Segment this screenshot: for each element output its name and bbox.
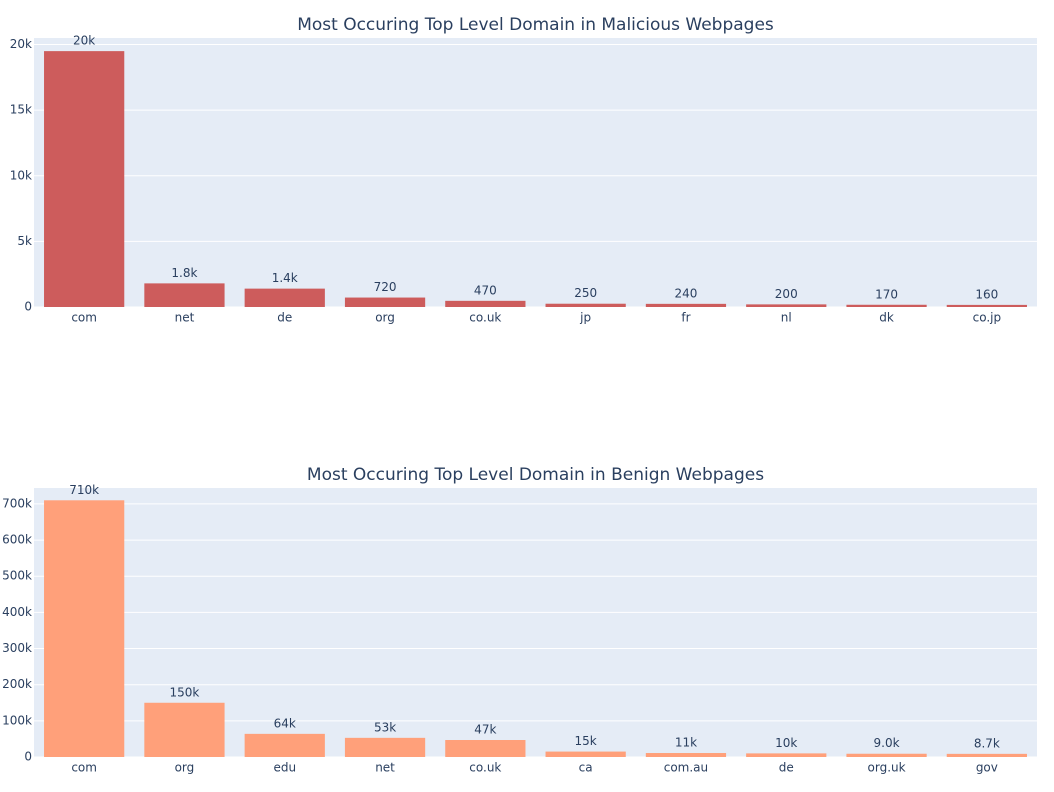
y-tick-label: 15k bbox=[10, 103, 32, 117]
bar bbox=[344, 297, 426, 307]
y-tick-label: 400k bbox=[2, 605, 32, 619]
y-tick-label: 0 bbox=[24, 300, 32, 314]
value-label: 9.0k bbox=[874, 736, 900, 750]
y-tick-label: 5k bbox=[17, 234, 32, 248]
bar bbox=[44, 500, 125, 757]
y-tick-label: 20k bbox=[10, 37, 32, 51]
x-tick-label: co.uk bbox=[469, 311, 501, 325]
x-tick-label: com.au bbox=[664, 761, 708, 775]
bar bbox=[44, 51, 125, 308]
x-tick-label: org bbox=[375, 311, 395, 325]
chart-title: Most Occuring Top Level Domain in Benign… bbox=[307, 465, 764, 485]
value-label: 53k bbox=[374, 720, 396, 734]
y-tick-label: 0 bbox=[24, 750, 32, 764]
value-label: 170 bbox=[875, 287, 898, 301]
x-tick-label: ca bbox=[579, 761, 593, 775]
bar bbox=[645, 303, 727, 307]
x-tick-label: com bbox=[71, 311, 97, 325]
x-tick-label: fr bbox=[681, 311, 690, 325]
value-label: 150k bbox=[170, 685, 200, 699]
value-label: 11k bbox=[675, 736, 697, 750]
x-tick-label: org.uk bbox=[868, 761, 906, 775]
bar bbox=[746, 304, 827, 307]
value-label: 20k bbox=[73, 34, 95, 48]
value-label: 240 bbox=[674, 286, 697, 300]
y-tick-label: 100k bbox=[2, 713, 32, 727]
value-label: 200 bbox=[775, 287, 798, 301]
bar bbox=[946, 304, 1027, 307]
y-tick-label: 200k bbox=[2, 677, 32, 691]
x-tick-label: nl bbox=[781, 311, 792, 325]
plot-background bbox=[34, 38, 1037, 307]
x-tick-label: net bbox=[175, 311, 195, 325]
y-tick-label: 500k bbox=[2, 569, 32, 583]
value-label: 710k bbox=[69, 483, 99, 497]
value-label: 250 bbox=[574, 286, 597, 300]
x-tick-label: co.jp bbox=[973, 311, 1002, 325]
x-tick-label: gov bbox=[976, 761, 998, 775]
bar bbox=[545, 751, 626, 757]
bar bbox=[244, 288, 325, 307]
x-tick-label: org bbox=[175, 761, 195, 775]
bar bbox=[445, 300, 526, 307]
bar bbox=[846, 304, 927, 307]
bar bbox=[946, 753, 1027, 757]
chart-title: Most Occuring Top Level Domain in Malici… bbox=[297, 15, 774, 35]
x-tick-label: co.uk bbox=[469, 761, 501, 775]
value-label: 10k bbox=[775, 736, 797, 750]
bar bbox=[846, 753, 927, 757]
x-tick-label: de bbox=[277, 311, 292, 325]
bar bbox=[244, 733, 325, 757]
bar bbox=[144, 702, 225, 757]
x-tick-label: com bbox=[71, 761, 97, 775]
value-label: 8.7k bbox=[974, 736, 1000, 750]
x-tick-label: de bbox=[779, 761, 794, 775]
x-tick-label: jp bbox=[579, 311, 591, 325]
value-label: 47k bbox=[474, 723, 496, 737]
bar bbox=[746, 753, 827, 757]
value-label: 15k bbox=[575, 734, 597, 748]
value-label: 470 bbox=[474, 283, 497, 297]
value-label: 160 bbox=[975, 287, 998, 301]
value-label: 64k bbox=[274, 716, 296, 730]
bar bbox=[144, 283, 225, 307]
y-tick-label: 600k bbox=[2, 533, 32, 547]
x-tick-label: edu bbox=[273, 761, 296, 775]
bar bbox=[445, 740, 526, 757]
x-tick-label: dk bbox=[879, 311, 894, 325]
y-tick-label: 700k bbox=[2, 496, 32, 510]
value-label: 1.8k bbox=[171, 266, 197, 280]
value-label: 720 bbox=[374, 280, 397, 294]
y-tick-label: 300k bbox=[2, 641, 32, 655]
bar bbox=[545, 303, 626, 307]
bar bbox=[645, 753, 727, 757]
value-label: 1.4k bbox=[272, 271, 298, 285]
y-tick-label: 10k bbox=[10, 168, 32, 182]
x-tick-label: net bbox=[375, 761, 395, 775]
bar bbox=[344, 737, 426, 757]
